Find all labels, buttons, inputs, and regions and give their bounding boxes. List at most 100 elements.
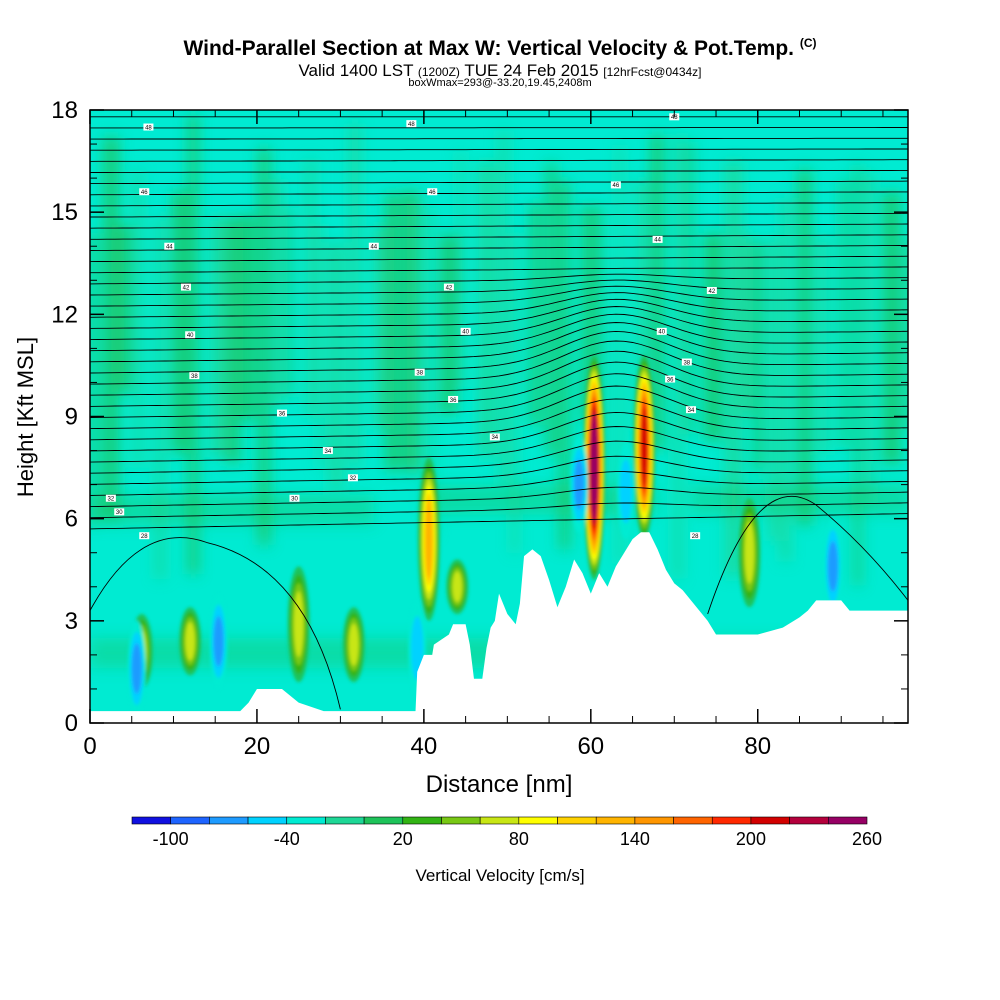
isentrope-label-bg	[443, 283, 454, 291]
isentrope-line	[90, 340, 908, 385]
isentrope-label-text: 46	[141, 190, 148, 196]
velocity-streak	[798, 169, 811, 526]
velocity-streak	[210, 216, 226, 457]
isentrope-label-text: 38	[416, 371, 423, 377]
isentrope-label: 32	[347, 474, 358, 482]
utc-time: (1200Z)	[417, 65, 460, 79]
copyright-mark: (C)	[799, 36, 817, 50]
velocity-streak	[866, 172, 875, 506]
isentrope-label: 42	[706, 286, 717, 295]
isentrope-label-text: 48	[671, 115, 678, 121]
isentrope-label-bg	[347, 474, 358, 482]
velocity-streak	[479, 162, 495, 458]
chart-title-text: Wind-Parallel Section at Max W: Vertical…	[183, 37, 794, 60]
isentrope-label-text: 32	[350, 476, 357, 482]
velocity-streak	[226, 217, 240, 464]
colorbar-tick-label: -40	[274, 829, 300, 849]
isentrope-label-text: 38	[683, 360, 690, 366]
isentrope-label-bg	[322, 447, 333, 455]
isentrope-label-bg	[180, 283, 191, 291]
isentrope-label: 40	[460, 327, 471, 336]
isentrope-labels: 48 48 48 46 46 46 44 44 44 42 42 42 40 40 40 38 38 38 36 36…	[105, 113, 717, 540]
velocity-streak	[373, 226, 387, 430]
isentrope-label-text: 36	[450, 398, 457, 404]
isentrope-line	[90, 191, 908, 196]
isentrope-line	[90, 255, 908, 263]
isentrope-line	[90, 285, 908, 307]
isentrope-label-bg	[185, 331, 196, 339]
isentrope-label: 46	[139, 188, 150, 196]
velocity-streak	[780, 197, 791, 562]
y-axis-label: Height [Kft MSL]	[13, 337, 38, 497]
plot-area: 48 48 48 46 46 46 44 44 44 42 42 42 40 40 40 38 38 38 36 36…	[89, 109, 909, 724]
velocity-streak	[674, 134, 682, 579]
colorbar-swatch	[441, 816, 481, 825]
colorbar-swatch	[518, 816, 558, 825]
velocity-streak	[617, 144, 623, 564]
isentrope-label: 38	[189, 372, 200, 380]
downdraft-core	[619, 459, 633, 524]
isentrope-line	[90, 322, 908, 363]
x-tick-label: 20	[244, 733, 271, 760]
isentrope-label-text: 34	[688, 408, 695, 414]
velocity-streak	[725, 161, 742, 577]
velocity-streak	[883, 192, 900, 464]
isentrope-label-bg	[706, 286, 717, 294]
isentrope-label: 40	[656, 327, 667, 336]
colorbar-swatch	[286, 816, 326, 825]
box-wmax-info: boxWmax=293@-33.20,19.45,2408m	[408, 77, 592, 89]
downdraft-core	[827, 541, 838, 592]
velocity-streak	[188, 115, 199, 575]
downdraft-core	[574, 459, 585, 510]
colorbar-tick-label: -100	[153, 829, 189, 849]
velocity-streak	[272, 179, 283, 407]
isentrope-label-bg	[610, 181, 621, 189]
updraft-core	[185, 621, 195, 661]
forecast-info: [12hrFcst@0434z]	[603, 65, 702, 79]
isentrope-line	[90, 245, 908, 251]
isentrope-label-text: 30	[291, 497, 298, 503]
colorbar-swatch	[209, 816, 249, 825]
downdraft-core	[131, 643, 142, 694]
isentrope-label-bg	[460, 327, 471, 335]
colorbar-tick-label: 140	[620, 829, 650, 849]
velocity-streak	[499, 130, 508, 483]
colorbar-tick-label: 20	[393, 829, 413, 849]
velocity-streak	[636, 181, 647, 431]
colorbar-tick-label: 80	[509, 829, 529, 849]
velocity-streak	[306, 158, 316, 418]
isentrope-line	[90, 279, 908, 296]
velocity-streak	[119, 224, 131, 393]
isentrope-label-text: 38	[191, 374, 198, 380]
isentrope-label: 40	[185, 331, 196, 339]
isentrope-line	[90, 502, 908, 519]
isentrope-label-text: 42	[709, 289, 716, 295]
velocity-streak	[818, 237, 829, 455]
isentrope-line	[90, 373, 908, 418]
isentrope-label-text: 40	[462, 330, 469, 336]
isentrope-line	[90, 350, 908, 396]
isentrope-line	[90, 202, 908, 207]
colorbar-swatch	[325, 816, 365, 825]
colorbar-swatch	[828, 816, 868, 825]
isentrope-label-bg	[289, 494, 300, 502]
isentrope-label: 44	[368, 242, 379, 251]
x-tick-label: 60	[577, 733, 604, 760]
isentrope-label-text: 36	[279, 411, 286, 417]
velocity-streak	[172, 190, 187, 454]
isentrope-line	[90, 385, 908, 430]
isentrope-label: 36	[448, 395, 459, 404]
isentrope-line	[90, 455, 908, 485]
terrain	[90, 532, 908, 723]
velocity-streak	[902, 240, 908, 431]
isentrope-label-bg	[489, 433, 500, 441]
isentrope-line	[90, 298, 908, 329]
isentrope-label-bg	[143, 123, 154, 131]
isentrope-label-bg	[406, 120, 417, 128]
isentrope-label-bg	[448, 395, 459, 403]
isentrope-label-bg	[189, 372, 200, 380]
isentrope-line	[90, 426, 908, 463]
velocity-field	[90, 115, 908, 717]
isentrope-label-bg	[114, 508, 125, 516]
velocity-streak	[686, 141, 693, 435]
